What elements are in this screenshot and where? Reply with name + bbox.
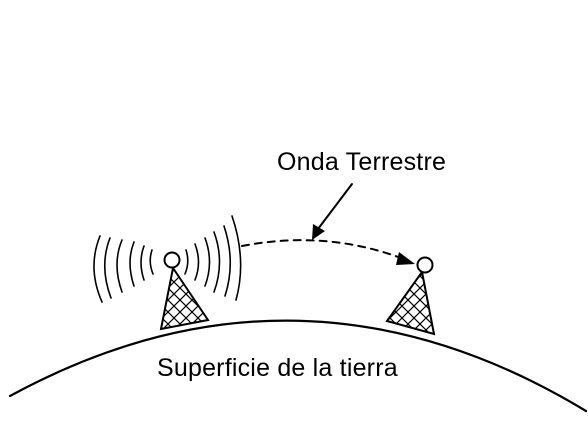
ground-wave-arrowhead <box>396 252 415 265</box>
transmitter-tower <box>159 251 210 331</box>
arrow-icon <box>312 224 325 240</box>
label-pointer-line <box>317 183 353 230</box>
earth-surface-label: Superficie de la tierra <box>157 354 398 382</box>
ground-wave-label: Onda Terrestre <box>277 148 447 176</box>
transmitter-lattice <box>159 265 210 331</box>
ground-wave-path <box>241 239 402 259</box>
receiver-tower <box>385 256 436 336</box>
receiver-lattice <box>385 269 436 336</box>
radio-waves-icon <box>93 215 242 303</box>
earth-surface-arc <box>8 319 588 413</box>
transmitter-antenna-ball <box>163 251 181 269</box>
receiver-antenna-ball <box>416 256 434 274</box>
